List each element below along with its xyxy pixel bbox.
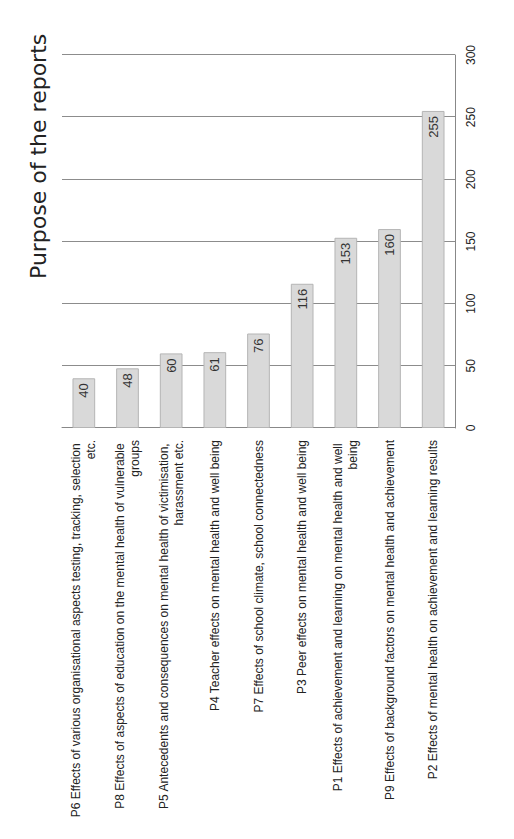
svg-text:P2 Effects of mental health on: P2 Effects of mental health on achieveme…: [426, 440, 440, 779]
svg-text:P5 Antecedents and consequence: P5 Antecedents and consequences on menta…: [157, 440, 171, 809]
svg-text:61: 61: [207, 357, 222, 371]
svg-text:300: 300: [464, 45, 478, 65]
svg-text:150: 150: [464, 231, 478, 251]
svg-text:P4 Teacher effects on mental h: P4 Teacher effects on mental health and …: [208, 440, 222, 711]
svg-text:200: 200: [464, 169, 478, 189]
svg-text:48: 48: [120, 373, 135, 387]
svg-text:being: being: [346, 440, 360, 469]
svg-text:76: 76: [251, 339, 266, 353]
svg-text:groups: groups: [128, 440, 142, 477]
svg-text:153: 153: [338, 243, 353, 265]
svg-text:etc.: etc.: [84, 440, 98, 459]
svg-text:40: 40: [76, 383, 91, 397]
svg-text:0: 0: [464, 424, 478, 431]
svg-text:P1 Effects of achievement and: P1 Effects of achievement and learning o…: [331, 440, 345, 791]
svg-text:160: 160: [382, 234, 397, 256]
svg-text:harassment etc.: harassment etc.: [172, 440, 186, 525]
svg-text:50: 50: [464, 359, 478, 373]
svg-text:P7 Effects of school climate,: P7 Effects of school climate, school con…: [252, 440, 266, 713]
svg-text:100: 100: [464, 293, 478, 313]
svg-text:P8 Effects of aspects of educa: P8 Effects of aspects of education on th…: [113, 440, 127, 809]
svg-text:60: 60: [164, 358, 179, 372]
svg-text:255: 255: [426, 116, 441, 138]
svg-text:P9 Effects of background facto: P9 Effects of background factors on ment…: [383, 439, 397, 800]
svg-text:250: 250: [464, 107, 478, 127]
svg-text:P3 Peer effects on mental heal: P3 Peer effects on mental health and wel…: [295, 440, 309, 694]
svg-text:116: 116: [295, 289, 310, 310]
svg-text:P6 Effects of various organisa: P6 Effects of various organisational asp…: [69, 440, 83, 817]
svg-text:Purpose of the reports: Purpose of the reports: [26, 34, 51, 279]
